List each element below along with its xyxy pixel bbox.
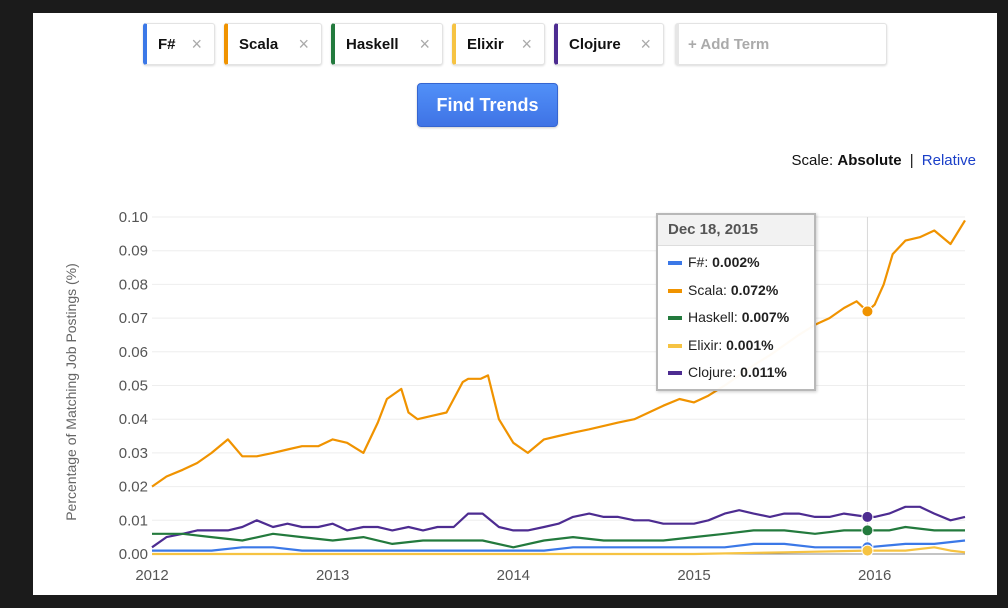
close-icon[interactable]: × (419, 34, 430, 54)
hover-point-scala (861, 305, 874, 318)
tooltip-series-name: F# (688, 254, 705, 270)
tooltip-row-haskell: Haskell: 0.007% (658, 304, 814, 332)
term-chip-label: Scala (239, 35, 279, 53)
series-line-scala (151, 219, 966, 488)
legend-swatch (668, 288, 682, 293)
y-tick-label: 0.08 (119, 276, 148, 293)
term-chip-elixir[interactable]: Elixir × (452, 23, 545, 65)
find-trends-button[interactable]: Find Trends (417, 83, 558, 127)
scale-prefix: Scale: (791, 152, 834, 169)
term-chip-label: Clojure (569, 35, 621, 53)
term-chip-fsharp[interactable]: F# × (143, 23, 215, 65)
close-icon[interactable]: × (521, 34, 532, 54)
y-axis-ticks: 0.00 0.01 0.02 0.03 0.04 0.05 0.06 0.07 0.08 0.09… (119, 209, 148, 563)
hover-point-elixir (861, 544, 874, 557)
y-tick-label: 0.09 (119, 243, 148, 260)
add-term-placeholder: + Add Term (688, 35, 770, 53)
x-tick-label: 2014 (497, 567, 530, 584)
series-line-haskell (152, 525, 965, 549)
legend-swatch (668, 371, 682, 375)
term-chip-clojure[interactable]: Clojure × (554, 23, 664, 65)
x-tick-label: 2015 (677, 567, 710, 584)
tooltip-date: Dec 18, 2015 (658, 215, 814, 246)
y-tick-label: 0.10 (119, 209, 148, 226)
tooltip-value: 0.002% (712, 254, 760, 270)
y-tick-label: 0.02 (119, 479, 148, 496)
scale-relative-link[interactable]: Relative (921, 152, 976, 169)
x-axis-ticks: 2012 2013 2014 2015 2016 (135, 567, 891, 584)
close-icon[interactable]: × (191, 34, 202, 54)
term-chip-label: Elixir (467, 35, 504, 53)
series-line-elixir (152, 546, 966, 556)
tooltip-series-name: Elixir (688, 336, 719, 353)
tooltip-value: 0.072% (730, 281, 779, 298)
tooltip-value: 0.007% (741, 309, 790, 325)
term-chip-label: F# (158, 35, 176, 53)
y-tick-label: 0.01 (119, 512, 148, 529)
y-tick-label: 0.07 (119, 310, 148, 327)
tooltip-value: 0.011% (740, 364, 787, 380)
tooltip-series-name: Scala (688, 281, 724, 298)
scale-switcher: Scale: Absolute | Relative (792, 152, 977, 169)
add-term-input[interactable]: + Add Term (675, 23, 887, 65)
tooltip-series-name: Clojure (688, 364, 733, 380)
tooltip-series-name: Haskell (688, 309, 734, 325)
series-lines (151, 219, 966, 556)
y-tick-label: 0.06 (119, 344, 148, 361)
series-line-fsharp (152, 539, 966, 552)
x-tick-label: 2016 (858, 567, 891, 584)
scale-absolute[interactable]: Absolute (837, 152, 902, 169)
series-line-clojure (151, 505, 966, 549)
x-tick-label: 2013 (316, 567, 349, 584)
term-chip-label: Haskell (346, 35, 399, 53)
y-tick-label: 0.00 (119, 546, 148, 563)
close-icon[interactable]: × (298, 34, 309, 54)
hover-tooltip: Dec 18, 2015 F#: 0.002% Scala: 0.072% Ha… (656, 213, 816, 391)
tooltip-value: 0.001% (726, 336, 774, 353)
grid-lines (152, 216, 965, 555)
close-icon[interactable]: × (640, 34, 651, 54)
y-axis-label: Percentage of Matching Job Postings (%) (63, 263, 79, 521)
hover-point-clojure (861, 510, 874, 523)
tooltip-row-scala: Scala: 0.072% (658, 277, 814, 305)
y-tick-label: 0.05 (119, 378, 148, 395)
y-tick-label: 0.03 (119, 445, 148, 462)
hover-markers (861, 305, 874, 557)
y-tick-label: 0.04 (119, 411, 148, 428)
term-chip-scala[interactable]: Scala × (224, 23, 322, 65)
x-tick-label: 2012 (135, 567, 168, 584)
legend-swatch (668, 343, 682, 348)
legend-swatch (668, 316, 682, 320)
scale-separator: | (909, 152, 914, 169)
tooltip-row-clojure: Clojure: 0.011% (658, 359, 814, 387)
tooltip-row-fsharp: F#: 0.002% (658, 249, 814, 277)
term-chip-haskell[interactable]: Haskell × (331, 23, 443, 65)
tooltip-row-elixir: Elixir: 0.001% (658, 332, 814, 360)
hover-point-haskell (861, 524, 874, 537)
legend-swatch (668, 261, 682, 265)
